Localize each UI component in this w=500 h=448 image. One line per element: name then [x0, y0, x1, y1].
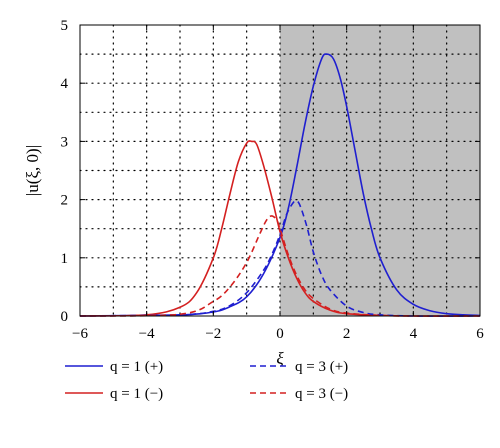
legend-label: q = 1 (−): [110, 386, 163, 402]
y-tick-label: 3: [61, 134, 69, 150]
legend-label: q = 1 (+): [110, 359, 163, 375]
series-line-q-3: [79, 200, 481, 317]
x-tick-label: 6: [476, 326, 484, 342]
series-line-q-1: [79, 140, 481, 317]
legend-item-q-3: q = 3 (+): [250, 359, 348, 375]
y-tick-label: 1: [61, 251, 69, 267]
legend-item-q-3: q = 3 (−): [250, 386, 348, 402]
y-tick-label: 2: [61, 193, 69, 209]
x-axis-label: ξ: [276, 349, 284, 368]
y-tick-label: 0: [61, 309, 69, 325]
series-line-q-1: [79, 53, 481, 317]
legend-label: q = 3 (+): [295, 359, 348, 375]
y-axis-label: |u(ξ, 0)|: [23, 145, 42, 196]
legend-item-q-1: q = 1 (−): [65, 386, 163, 402]
y-tick-label: 5: [61, 18, 69, 34]
x-tick-label: 0: [276, 326, 284, 342]
x-tick-label: 4: [410, 326, 418, 342]
legend-label: q = 3 (−): [295, 386, 348, 402]
x-tick-label: 2: [343, 326, 351, 342]
legend-item-q-1: q = 1 (+): [65, 359, 163, 375]
x-tick-label: −6: [72, 326, 88, 342]
x-tick-label: −2: [205, 326, 221, 342]
y-tick-label: 4: [61, 76, 69, 92]
x-tick-label: −4: [139, 326, 155, 342]
